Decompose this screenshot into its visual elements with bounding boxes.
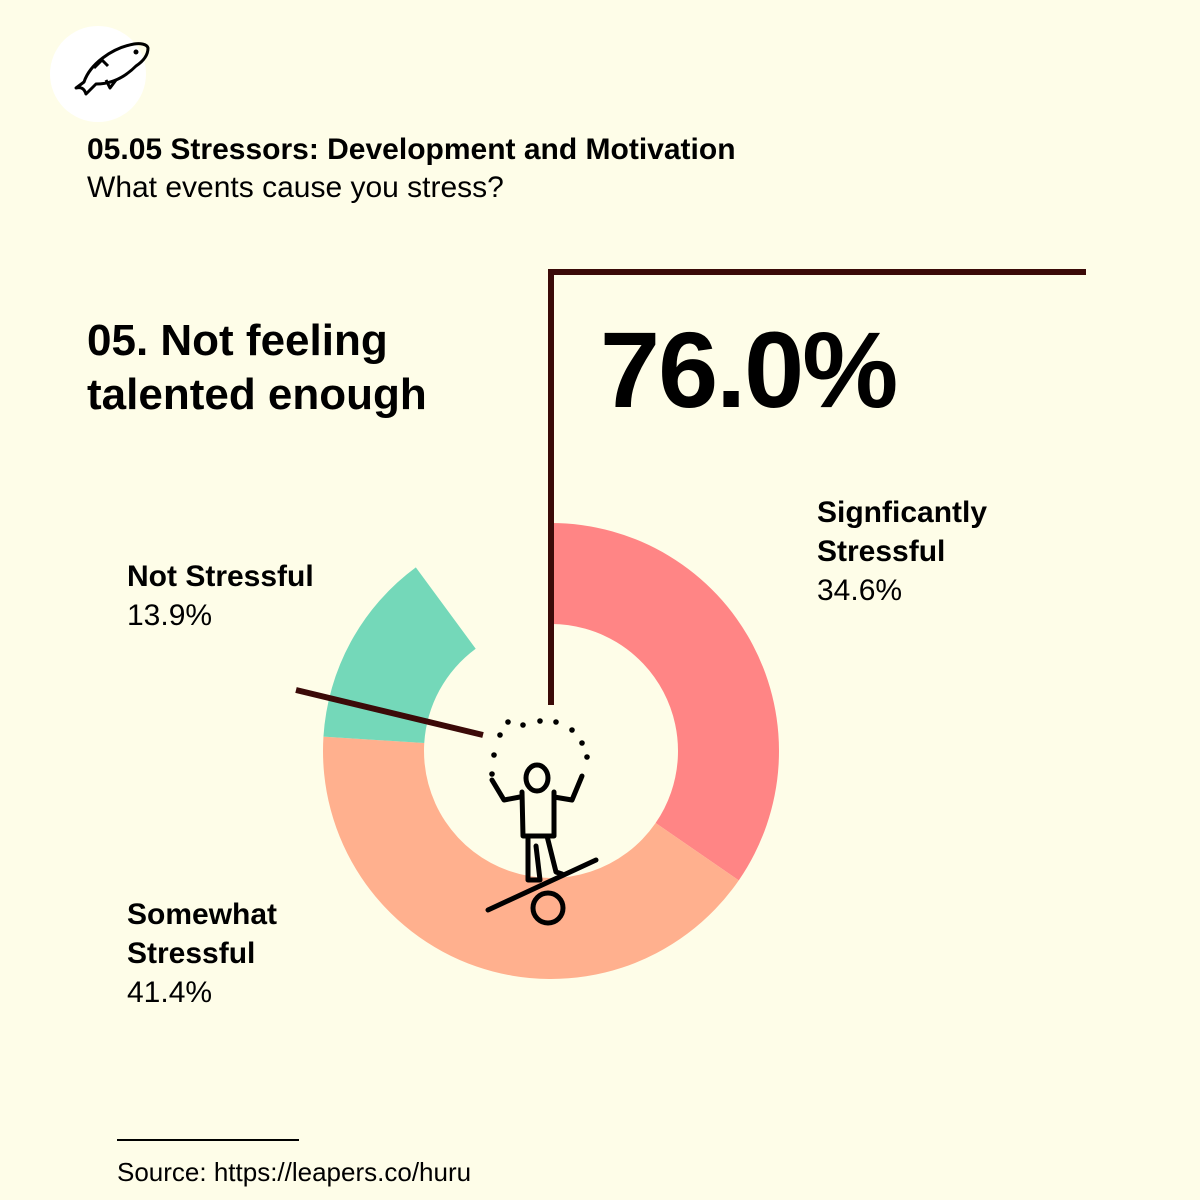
juggler-balance-icon — [485, 718, 599, 926]
slice-label: Somewhat Stressful — [127, 898, 278, 970]
slice-value: 34.6% — [817, 574, 903, 607]
leader-line-not — [295, 687, 484, 738]
donut-slice-2 — [323, 567, 476, 744]
page-title: 05.05 Stressors: Development and Motivat… — [87, 133, 736, 166]
page-subtitle: What events cause you stress? — [87, 171, 504, 204]
label-not-stressful: Not Stressful 13.9% — [127, 557, 347, 635]
label-significantly-stressful: Signficantly Stressful 34.6% — [817, 493, 1037, 610]
highlight-value: 76.0% — [600, 309, 898, 430]
donut-slices — [323, 523, 780, 980]
slice-value: 13.9% — [127, 599, 213, 632]
donut-slice-1 — [323, 736, 739, 980]
slice-value: 41.4% — [127, 976, 213, 1009]
fish-icon — [50, 26, 150, 122]
header: 05.05 Stressors: Development and Motivat… — [87, 131, 736, 207]
source-text: Source: https://leapers.co/huru — [117, 1157, 472, 1187]
donut-slice-0 — [551, 523, 780, 881]
slice-label: Not Stressful — [127, 560, 314, 593]
question-title: 05. Not feeling talented enough — [87, 316, 427, 419]
leader-line-significantly — [548, 269, 1086, 705]
source-divider — [117, 1139, 299, 1141]
label-somewhat-stressful: Somewhat Stressful 41.4% — [127, 895, 347, 1012]
slice-label: Signficantly Stressful — [817, 496, 988, 568]
